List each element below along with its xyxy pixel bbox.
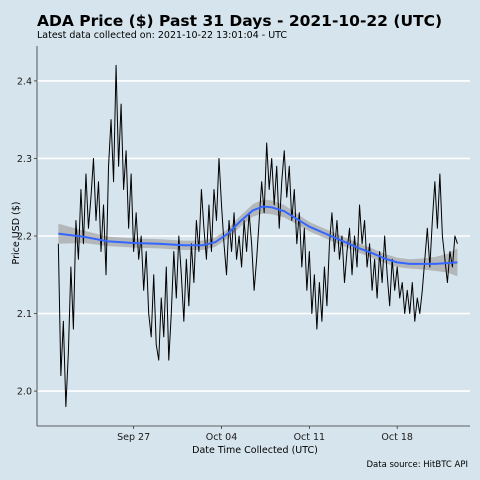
data-source-caption: Data source: HitBTC API bbox=[367, 460, 469, 470]
y-tick-label: 2.3 bbox=[17, 154, 32, 165]
price-series bbox=[57, 64, 458, 408]
x-tick-label: Oct 04 bbox=[206, 432, 238, 443]
y-tick-label: 2.1 bbox=[17, 309, 32, 320]
trend-series bbox=[58, 205, 458, 265]
price-line bbox=[57, 64, 458, 408]
chart-subtitle: Latest data collected on: 2021-10-22 13:… bbox=[37, 30, 287, 41]
x-tick-label: Oct 18 bbox=[381, 432, 413, 443]
y-tick-label: 2.4 bbox=[17, 76, 32, 87]
y-tick-label: 2.2 bbox=[17, 232, 32, 243]
chart-title: ADA Price ($) Past 31 Days - 2021-10-22 … bbox=[37, 12, 442, 30]
x-tick-label: Oct 11 bbox=[294, 432, 326, 443]
y-axis-title: Price USD ($) bbox=[11, 202, 22, 265]
trend-confidence-band bbox=[58, 199, 458, 277]
x-tick-label: Sep 27 bbox=[117, 432, 150, 443]
x-axis-title: Date Time Collected (UTC) bbox=[192, 445, 318, 456]
y-tick-label: 2.0 bbox=[17, 387, 32, 398]
confidence-band bbox=[58, 199, 458, 277]
trend-line bbox=[58, 205, 458, 265]
axes: 2.0 2.1 2.2 2.3 2.4 Sep 27 Oct 04 Oct 11 Oct 18 bbox=[17, 46, 470, 443]
